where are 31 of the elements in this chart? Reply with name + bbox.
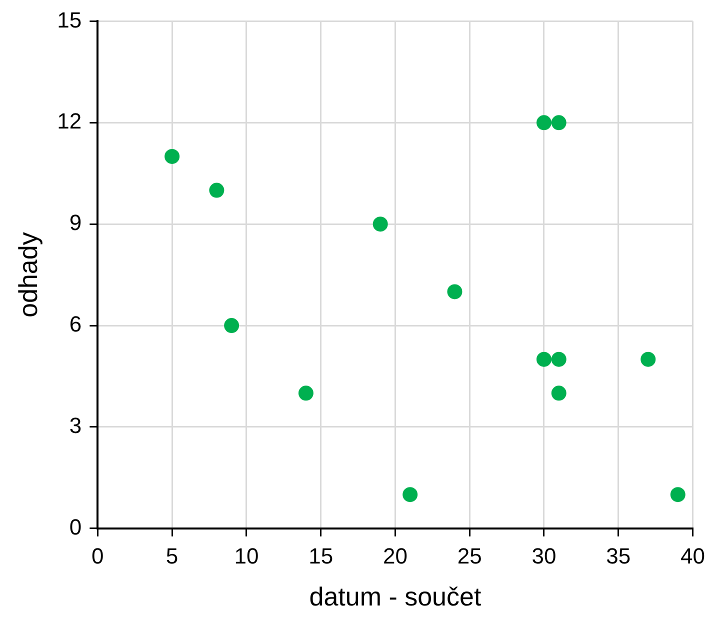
x-tick-label: 20	[382, 544, 408, 569]
point	[551, 115, 566, 130]
y-tick-label: 15	[57, 7, 82, 32]
x-tick-label: 0	[92, 544, 104, 569]
x-tick-label: 25	[457, 544, 482, 569]
point	[164, 148, 180, 164]
x-tick-label: 10	[234, 544, 259, 569]
point	[209, 182, 224, 198]
x-tick-label: 15	[308, 544, 334, 569]
point	[224, 318, 240, 334]
y-tick-label: 0	[69, 514, 82, 540]
point	[372, 216, 388, 232]
y-tick-label: 9	[69, 210, 82, 236]
x-tick-label: 35	[606, 544, 631, 569]
y-tick-label: 3	[69, 413, 82, 438]
x-tick-label: 5	[166, 544, 178, 569]
point	[551, 386, 566, 401]
y-tick-label: 12	[57, 108, 82, 134]
y-axis-title: odhady	[12, 232, 43, 318]
y-tick-label: 6	[69, 312, 82, 337]
x-tick-label: 30	[532, 544, 556, 569]
point	[670, 487, 686, 502]
point	[551, 352, 566, 367]
point	[447, 284, 462, 300]
point	[640, 352, 656, 367]
point	[402, 487, 418, 502]
x-axis-title: datum - součet	[309, 582, 482, 612]
point	[298, 386, 314, 401]
point	[536, 352, 552, 367]
point	[536, 115, 552, 130]
x-tick-label: 40	[680, 544, 706, 569]
